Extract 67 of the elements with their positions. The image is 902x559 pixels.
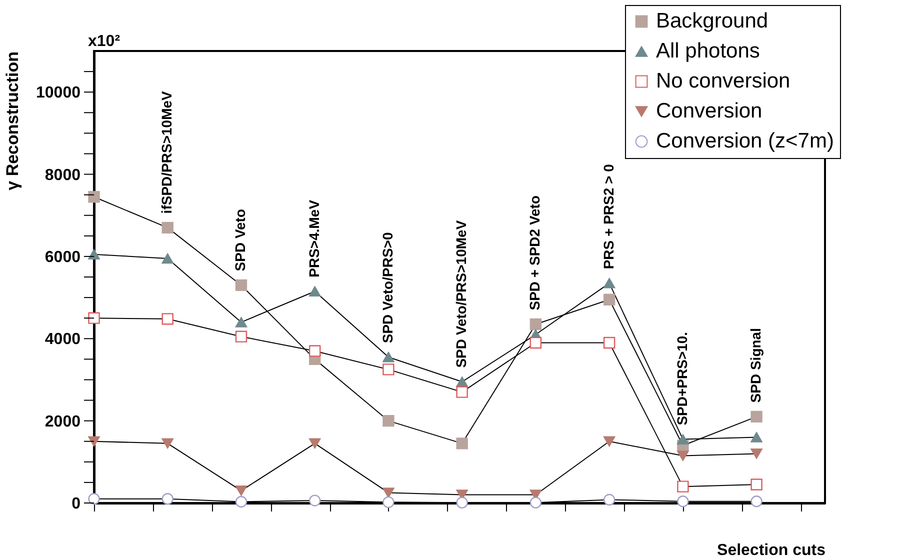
point (235, 279, 248, 292)
point (603, 278, 616, 288)
point (162, 253, 174, 264)
legend-label: All photons (656, 40, 760, 62)
point (677, 480, 689, 492)
point (750, 448, 762, 459)
y-tick-label: 2000 (44, 413, 81, 430)
point (235, 330, 248, 342)
legend-label: Conversion (z<7m) (656, 130, 834, 152)
y-tick-label: 6000 (44, 248, 81, 266)
point (88, 312, 100, 324)
x-tick-label: PRS + PRS2 > 0 (600, 164, 616, 270)
point (309, 286, 321, 297)
point (162, 438, 174, 449)
point (382, 414, 394, 427)
x-axis-title: Selection cuts (717, 542, 826, 559)
y-axis-title: γ Reconstruction (3, 52, 22, 190)
point (530, 336, 542, 349)
x-tick-label: SPD Veto/PRS>10MeV (453, 220, 470, 368)
point (382, 496, 394, 508)
point (382, 364, 394, 376)
legend-label: Background (656, 10, 768, 32)
point (382, 352, 394, 362)
point (456, 438, 468, 450)
point (88, 191, 100, 203)
point (456, 496, 468, 508)
x-tick-label: SPD + SPD2 Veto (526, 195, 543, 310)
point (88, 436, 100, 447)
point (677, 450, 689, 461)
point (88, 249, 100, 260)
x-tick-label: SPD Veto/PRS>0 (379, 232, 396, 344)
point (309, 438, 321, 449)
point (530, 496, 542, 508)
point (750, 432, 762, 442)
point (162, 222, 174, 234)
point (235, 317, 248, 328)
text: x10² (88, 33, 120, 50)
y-tick-label: 4000 (44, 331, 81, 348)
y-tick-label: 8000 (44, 166, 81, 184)
point (235, 496, 248, 508)
point (162, 313, 174, 325)
point (677, 434, 689, 444)
x-tick-label: PRS>4.MeV (306, 199, 322, 278)
x-tick-label: SPD+PRS>10. (674, 332, 690, 426)
legend-label: No conversion (656, 70, 790, 92)
point (530, 318, 542, 330)
point (750, 496, 762, 508)
point (750, 478, 762, 490)
point (235, 486, 248, 496)
point (677, 496, 689, 508)
x-tick-label: SPD Signal (748, 328, 764, 403)
point (603, 336, 616, 349)
y-tick-label: 0 (72, 496, 81, 512)
point (603, 494, 616, 506)
legend-label: Conversion (656, 100, 762, 122)
point (88, 493, 100, 505)
point (750, 410, 762, 423)
point (309, 494, 321, 506)
point (603, 294, 616, 306)
y-tick-label: 10000 (36, 84, 81, 102)
point (382, 488, 394, 498)
x-tick-label: ifSPD/PRS>10MeV (158, 90, 175, 214)
point (309, 345, 321, 357)
point (456, 386, 468, 398)
point (162, 493, 174, 505)
point (603, 436, 616, 447)
x-tick-label: SPD Veto (232, 208, 248, 272)
